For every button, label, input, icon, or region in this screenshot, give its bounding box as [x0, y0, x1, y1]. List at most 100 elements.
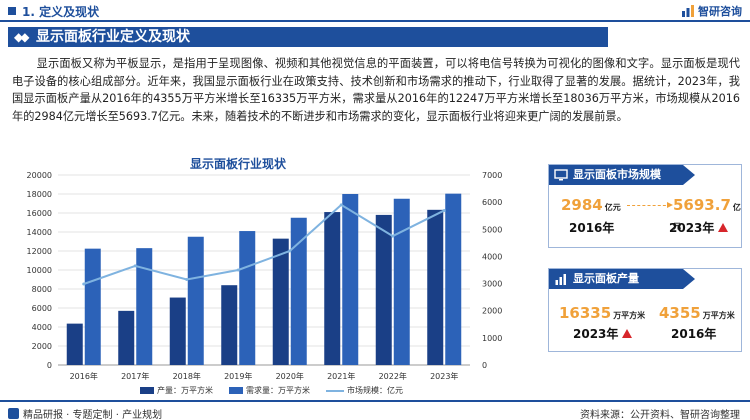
- legend-swatch-demand: [229, 387, 243, 394]
- page-title: 显示面板行业定义及现状: [36, 29, 190, 45]
- up-arrow-icon: [718, 223, 729, 232]
- market-size-card-header: 显示面板市场规模: [549, 165, 695, 185]
- legend-label-demand: 需求量：万平方米: [246, 386, 310, 395]
- line-point: [236, 268, 240, 272]
- output-left-value: 16335: [559, 304, 612, 322]
- footer-slogan: 精品研报 · 专题定制 · 产业规划: [23, 410, 163, 420]
- top-header: 1. 定义及现状 智研咨询: [0, 0, 750, 22]
- double-arrow-icon: ◆◆: [14, 30, 30, 44]
- legend-item-demand: 需求量：万平方米: [229, 385, 310, 396]
- market-end-unit: 亿元: [673, 203, 741, 231]
- legend-label-output: 产量：万平方米: [157, 386, 213, 395]
- output-right-year: 2016年: [671, 327, 717, 341]
- market-end-year-wrap: 2023年: [669, 219, 729, 236]
- y-left-tick-label: 10000: [27, 266, 52, 275]
- x-tick-label: 2019年: [224, 371, 252, 381]
- square-icon: [8, 7, 16, 15]
- y-left-tick-label: 16000: [27, 209, 52, 218]
- up-arrow-icon: [622, 329, 633, 338]
- brand-name: 智研咨询: [698, 5, 742, 18]
- y-right-tick-label: 7000: [482, 171, 502, 180]
- market-end-stat: 5693.7 亿元: [673, 195, 741, 233]
- footer-left: 精品研报 · 专题定制 · 产业规划: [8, 406, 162, 420]
- bar-demand: [239, 231, 256, 365]
- bar-output: [324, 212, 341, 365]
- bar-output: [427, 209, 444, 365]
- line-point: [391, 234, 395, 238]
- line-point: [185, 278, 189, 281]
- y-left-tick-label: 6000: [32, 304, 52, 313]
- line-point: [133, 264, 137, 268]
- market-end-value: 5693.7: [673, 196, 731, 214]
- bar-chart-icon: [555, 274, 566, 285]
- market-start-stat: 2984 亿元: [561, 195, 621, 214]
- chart-legend: 产量：万平方米 需求量：万平方米 市场规模：亿元: [140, 385, 403, 396]
- y-right-tick-label: 3000: [482, 280, 502, 289]
- y-left-tick-label: 8000: [32, 285, 52, 294]
- intro-paragraph: 显示面板又称为平板显示，是指用于呈现图像、视频和其他视觉信息的平面装置，可以将电…: [12, 57, 740, 123]
- page-title-bar: ◆◆ 显示面板行业定义及现状: [8, 27, 608, 47]
- line-point: [82, 282, 86, 286]
- section-title: 1. 定义及现状: [8, 3, 99, 20]
- bar-demand: [393, 198, 410, 365]
- report-icon: [8, 408, 19, 419]
- series-line-market-size: [83, 203, 445, 285]
- footer: 精品研报 · 专题定制 · 产业规划 资料来源：公开资料、智研咨询整理: [0, 400, 750, 420]
- y-left-tick-label: 0: [47, 361, 52, 370]
- y-right-tick-label: 4000: [482, 252, 502, 261]
- bar-demand: [187, 236, 204, 365]
- bar-output: [221, 285, 238, 365]
- market-end-year: 2023年: [669, 221, 715, 235]
- bar-demand: [84, 248, 101, 365]
- y-left-tick-label: 20000: [27, 171, 52, 180]
- market-start-value: 2984: [561, 196, 603, 214]
- x-tick-label: 2017年: [121, 371, 149, 381]
- x-tick-label: 2023年: [430, 371, 458, 381]
- y-left-tick-label: 4000: [32, 323, 52, 332]
- output-card-title: 显示面板产量: [573, 272, 639, 285]
- legend-swatch-market: [326, 389, 344, 392]
- growth-arrow-icon: [627, 202, 673, 208]
- output-left-stat: 16335 万平方米: [559, 303, 645, 322]
- market-size-card: 显示面板市场规模 2984 亿元 5693.7 亿元 2016年 2023年: [548, 164, 742, 248]
- bar-output: [66, 323, 83, 365]
- legend-swatch-output: [140, 387, 154, 394]
- market-size-card-title: 显示面板市场规模: [573, 168, 661, 181]
- y-right-tick-label: 6000: [482, 198, 502, 207]
- bar-demand: [342, 194, 359, 365]
- section-title-text: 1. 定义及现状: [22, 5, 100, 19]
- bar-demand: [445, 193, 462, 365]
- brand-logo-icon: [682, 5, 694, 17]
- output-right-unit: 万平方米: [702, 311, 735, 320]
- output-left-year: 2023年: [573, 327, 619, 341]
- output-left-unit: 万平方米: [613, 311, 646, 320]
- bar-output: [118, 310, 135, 365]
- y-left-tick-label: 18000: [27, 190, 52, 199]
- y-right-tick-label: 5000: [482, 225, 502, 234]
- output-card-header: 显示面板产量: [549, 269, 695, 289]
- market-start-unit: 亿元: [604, 203, 621, 212]
- x-tick-label: 2021年: [327, 371, 355, 381]
- legend-label-market: 市场规模：亿元: [347, 386, 403, 395]
- bar-output: [375, 214, 392, 365]
- x-tick-label: 2020年: [276, 371, 304, 381]
- y-right-tick-label: 2000: [482, 307, 502, 316]
- output-left-year-wrap: 2023年: [573, 325, 633, 342]
- brand-logo: 智研咨询: [681, 3, 742, 19]
- legend-item-market: 市场规模：亿元: [326, 385, 403, 396]
- x-tick-label: 2022年: [379, 371, 407, 381]
- x-tick-label: 2018年: [173, 371, 201, 381]
- line-point: [339, 203, 343, 207]
- bar-output: [272, 238, 289, 365]
- y-left-tick-label: 14000: [27, 228, 52, 237]
- legend-item-output: 产量：万平方米: [140, 385, 213, 396]
- y-left-tick-label: 2000: [32, 342, 52, 351]
- x-tick-label: 2016年: [70, 371, 98, 381]
- bar-demand: [290, 217, 307, 365]
- y-left-tick-label: 12000: [27, 247, 52, 256]
- output-card: 显示面板产量 16335 万平方米 4355 万平方米 2023年 2016年: [548, 268, 742, 352]
- y-right-tick-label: 0: [482, 361, 487, 370]
- y-right-tick-label: 1000: [482, 334, 502, 343]
- output-right-stat: 4355 万平方米: [659, 303, 735, 322]
- output-right-value: 4355: [659, 304, 701, 322]
